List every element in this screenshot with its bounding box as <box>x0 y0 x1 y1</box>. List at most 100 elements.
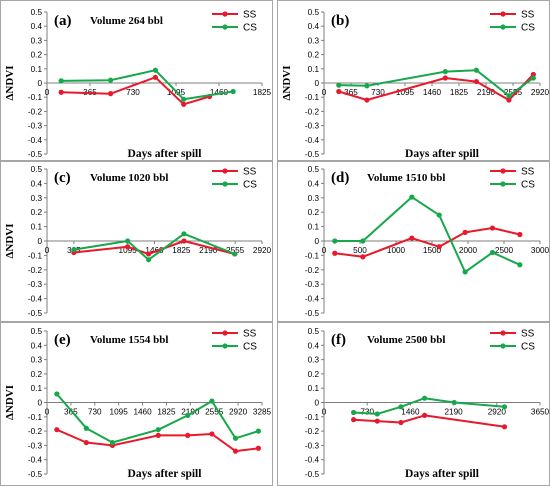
y-tick-label: -0.3 <box>305 122 320 131</box>
data-point-cs <box>506 93 512 99</box>
y-tick-label: 0 <box>37 399 42 408</box>
legend: SS CS <box>490 329 535 353</box>
legend-swatch-marker <box>500 343 506 349</box>
y-tick-label: -0.1 <box>305 413 320 422</box>
x-tick-label: 0 <box>45 88 50 97</box>
y-tick-label: 0.5 <box>31 165 43 174</box>
legend-entry: CS <box>521 342 535 353</box>
data-point-ss <box>409 235 415 241</box>
x-tick-label: 3000 <box>531 246 550 255</box>
data-point-cs <box>336 82 342 88</box>
y-tick-label: -0.2 <box>305 107 320 116</box>
chart-panel-1: -0.5-0.4-0.3-0.2-0.100.10.20.30.40.50 365… <box>0 0 273 161</box>
data-point-cs <box>71 247 77 253</box>
x-tick-label: 0 <box>322 88 327 97</box>
data-point-ss <box>374 418 380 424</box>
x-tick-label: 730 <box>371 88 385 97</box>
x-tick-label: 2190 <box>181 408 200 417</box>
data-point-ss <box>506 97 512 103</box>
x-tick-label: 2920 <box>229 408 248 417</box>
data-point-cs <box>473 67 479 73</box>
y-tick-label: 0.5 <box>308 327 320 336</box>
x-tick-label: 1500 <box>423 246 442 255</box>
data-point-ss <box>360 254 366 260</box>
data-point-ss <box>473 78 479 85</box>
data-point-ss <box>58 89 64 95</box>
legend-entry: CS <box>243 342 257 353</box>
y-tick-label: 0.1 <box>31 65 43 74</box>
y-tick-label: 0.3 <box>31 356 43 365</box>
legend: SS CS <box>490 10 535 34</box>
x-tick-label: 1825 <box>253 88 272 97</box>
panel-label: (f) <box>331 332 346 348</box>
data-point-ss <box>155 432 161 438</box>
data-point-ss <box>442 75 448 81</box>
y-axis-title: ΔNDVI <box>4 385 16 420</box>
data-point-ss <box>54 427 60 433</box>
y-tick-label: -0.1 <box>28 413 43 422</box>
x-tick-label: 2920 <box>531 88 550 97</box>
data-point-ss <box>436 244 442 250</box>
x-tick-label: 1095 <box>396 88 415 97</box>
y-tick-label: -0.5 <box>28 150 43 159</box>
y-tick-label: -0.5 <box>28 309 43 318</box>
legend-swatch-marker <box>500 11 506 17</box>
y-tick-label: -0.4 <box>305 295 320 304</box>
x-tick-label: 0 <box>322 408 327 417</box>
data-point-ss <box>181 101 187 107</box>
data-point-cs <box>108 77 114 83</box>
legend-entry: SS <box>243 329 257 340</box>
chart-panel-2: -0.5-0.4-0.3-0.2-0.100.10.20.30.40.50 365… <box>277 0 550 161</box>
x-tick-label: 2190 <box>444 408 463 417</box>
y-tick-label: 0 <box>314 399 319 408</box>
y-tick-label: -0.5 <box>305 150 320 159</box>
y-tick-label: 0.3 <box>31 194 43 203</box>
data-point-cs <box>451 399 457 406</box>
data-point-cs <box>155 427 161 433</box>
y-tick-label: -0.2 <box>305 427 320 436</box>
x-tick-label: 1825 <box>172 246 191 255</box>
y-tick-label: -0.1 <box>28 93 43 102</box>
data-point-ss <box>489 225 496 231</box>
y-tick-label: 0.3 <box>308 36 320 45</box>
data-point-cs <box>530 75 536 81</box>
x-tick-label: 2555 <box>205 408 224 417</box>
x-axis-title: Days after spill <box>405 468 479 480</box>
y-tick-label: 0.4 <box>31 179 43 188</box>
data-point-ss <box>501 424 508 430</box>
x-tick-label: 1460 <box>423 88 442 97</box>
legend-swatch-marker <box>500 181 506 187</box>
x-tick-label: 1825 <box>157 408 176 417</box>
legend-entry: SS <box>521 329 535 340</box>
x-tick-label: 1460 <box>133 408 152 417</box>
x-axis-title: Days after spill <box>405 148 479 160</box>
x-tick-label: 0 <box>45 246 50 255</box>
legend: SS CS <box>490 167 535 191</box>
panel-label: (d) <box>331 170 349 186</box>
x-axis-title: Days after spill <box>128 148 202 160</box>
data-point-cs <box>54 391 60 397</box>
chart-panel-6: -0.5-0.4-0.3-0.2-0.100.10.20.30.40.50 730… <box>277 322 550 486</box>
legend-entry: CS <box>243 180 257 191</box>
y-tick-label: -0.3 <box>28 122 43 131</box>
legend-swatch-marker <box>500 168 506 174</box>
y-tick-label: 0 <box>37 79 42 88</box>
y-tick-label: 0.2 <box>31 208 43 217</box>
y-tick-label: 0.5 <box>31 327 43 336</box>
x-tick-label: 1460 <box>210 88 229 97</box>
data-point-cs <box>364 83 370 89</box>
y-tick-label: 0.5 <box>308 165 320 174</box>
y-tick-label: 0.1 <box>31 384 43 393</box>
x-tick-label: 1460 <box>401 408 420 417</box>
data-point-cs <box>255 428 262 434</box>
y-tick-label: 0.5 <box>308 8 320 17</box>
panel-title: Volume 1020 bbl <box>90 172 168 184</box>
data-point-ss <box>350 417 357 423</box>
y-tick-label: -0.3 <box>305 441 320 450</box>
x-tick-label: 0 <box>322 246 327 255</box>
data-point-ss <box>398 419 404 426</box>
y-tick-label: 0.1 <box>308 65 320 74</box>
data-point-cs <box>232 435 239 441</box>
y-tick-label: -0.4 <box>28 295 43 304</box>
